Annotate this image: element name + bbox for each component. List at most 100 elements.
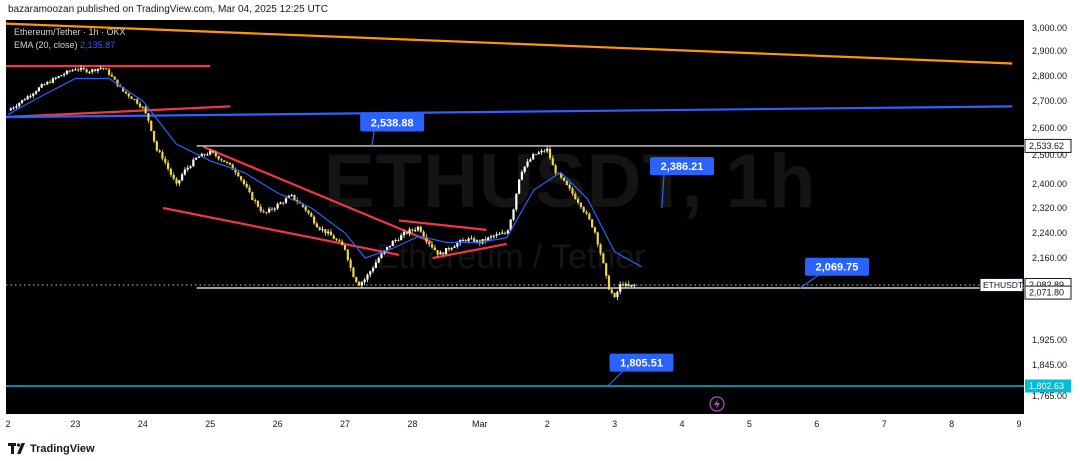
candle [71, 69, 74, 72]
candle [265, 212, 268, 214]
candle [313, 216, 316, 224]
candle [503, 232, 507, 234]
candle [256, 201, 260, 207]
candle [436, 250, 439, 255]
candle [599, 244, 602, 254]
price-tick-label: 1,845.00 [1032, 360, 1067, 370]
candle [475, 240, 479, 243]
axis-level-2533-box [1024, 138, 1072, 153]
trendline-red-7[interactable] [432, 242, 507, 260]
candle [335, 239, 338, 241]
price-axis[interactable]: 3,000.00 2,900.00 2,800.00 2,700.00 2,600.00… [1024, 20, 1080, 414]
chart-legend: Ethereum/Tether · 1h · OKX EMA (20, clos… [14, 26, 126, 52]
candle [529, 159, 532, 162]
candle [57, 76, 60, 78]
price-tick-label: 2,320.00 [1032, 203, 1067, 213]
callout-box[interactable] [650, 157, 714, 176]
time-tick-label: 2 [545, 419, 550, 429]
candle [416, 226, 420, 231]
time-tick-label: 24 [138, 419, 148, 429]
callout-pointer [661, 174, 665, 209]
candle [627, 283, 630, 287]
candle [152, 130, 156, 142]
candle [85, 69, 88, 73]
candle [461, 240, 465, 242]
candle [540, 150, 543, 153]
candle [397, 240, 400, 242]
candle [195, 157, 198, 160]
candle [391, 241, 394, 246]
candle [43, 84, 46, 86]
candle [613, 292, 616, 298]
candle [270, 208, 274, 210]
price-tick-label: 2,240.00 [1032, 228, 1067, 238]
candle [537, 152, 540, 155]
candle [447, 248, 451, 250]
candle [585, 211, 588, 214]
candle [40, 84, 43, 88]
candle [349, 259, 352, 268]
candle [133, 98, 136, 100]
candle [506, 230, 509, 234]
price-tick-label: 2,500.00 [1032, 150, 1067, 160]
price-tick-label: 2,700.00 [1032, 96, 1067, 106]
symbol-tag: ETHUSDT [983, 280, 1023, 290]
candle [29, 95, 32, 97]
trendline-orange-2[interactable] [6, 22, 1013, 65]
candle [526, 161, 529, 167]
chart-canvas[interactable]: ETHUSDT, 1h Ethereum / Tether 2,538.88 2,… [6, 20, 1024, 414]
price-tick-label: 2,160.00 [1032, 253, 1067, 263]
callout-box[interactable] [360, 113, 425, 132]
candle [442, 252, 445, 255]
trendline-red-5[interactable] [162, 206, 400, 256]
candle [512, 209, 515, 220]
candle [377, 258, 380, 263]
candle [178, 180, 181, 184]
candle [96, 68, 99, 72]
candle [248, 187, 251, 193]
callout-box[interactable] [609, 353, 674, 372]
candle [498, 233, 501, 235]
candle [565, 180, 568, 185]
trendline-red-1[interactable] [6, 105, 231, 119]
candle [633, 284, 636, 286]
candle [234, 169, 237, 173]
candle [65, 70, 69, 75]
candle [470, 238, 473, 240]
candle [343, 245, 347, 250]
candle [523, 166, 526, 172]
lightning-icon[interactable] [709, 396, 725, 412]
candle [593, 227, 597, 233]
time-tick-label: 25 [205, 419, 215, 429]
candle [388, 245, 392, 248]
trendline-blue-3[interactable] [6, 105, 1013, 119]
candle [355, 277, 358, 282]
candle [127, 93, 130, 97]
callout-label: 2,538.88 [371, 118, 414, 130]
candle [155, 141, 158, 151]
candle [161, 152, 164, 159]
candle [495, 234, 498, 236]
candle [91, 69, 94, 72]
candle [79, 67, 83, 70]
candle [203, 153, 206, 155]
callout-box[interactable] [805, 257, 870, 276]
candle [136, 99, 139, 104]
candle [464, 240, 467, 242]
time-axis[interactable]: 2 23 24 25 26 27 28 Mar 2 3 4 5 6 7 8 9 [6, 414, 1024, 434]
candle [352, 267, 355, 278]
candle [262, 211, 265, 213]
candle [82, 67, 85, 70]
ema-line[interactable] [7, 77, 642, 268]
candle [419, 226, 422, 232]
candle [287, 195, 290, 199]
candle [259, 206, 262, 212]
candle [26, 96, 29, 100]
candle [366, 274, 369, 280]
trendline-red-4[interactable] [203, 145, 434, 244]
candle [433, 247, 436, 251]
trendline-red-6[interactable] [398, 219, 487, 231]
price-plot[interactable]: 2,538.88 2,386.21 2,069.75 1,805.51 ETHUSDT [6, 20, 1024, 414]
candle [509, 219, 512, 231]
candle [380, 253, 383, 259]
